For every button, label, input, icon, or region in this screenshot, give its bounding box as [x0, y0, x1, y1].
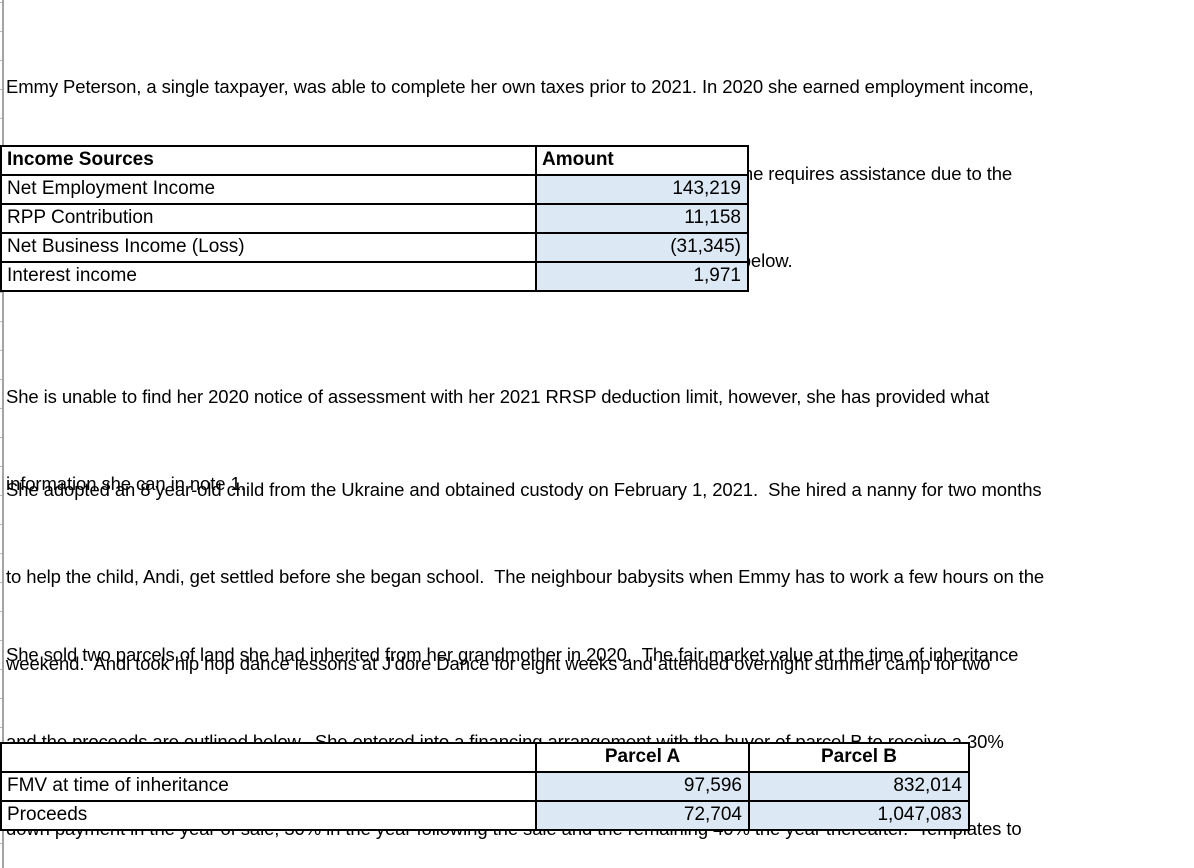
parcel-table-header-b: Parcel B [750, 744, 970, 773]
table-row-label: Net Business Income (Loss) [2, 234, 537, 263]
table-row-amount: 1,971 [537, 263, 749, 292]
text-line: She sold two parcels of land she had inh… [6, 644, 1019, 665]
table-row-parcel-a: 72,704 [537, 802, 750, 831]
table-row-amount: (31,345) [537, 234, 749, 263]
table-row-label: Proceeds [2, 802, 537, 831]
table-row-label: Interest income [2, 263, 537, 292]
income-table-header-amount: Amount [537, 147, 749, 176]
parcels-table: Parcel A Parcel B FMV at time of inherit… [0, 742, 970, 831]
income-sources-table: Income Sources Amount Net Employment Inc… [0, 145, 749, 292]
text-line: information she can in note 1. [6, 473, 246, 494]
column-gridline [2, 0, 4, 868]
table-row-amount: 143,219 [537, 176, 749, 205]
table-row-label: Net Employment Income [2, 176, 537, 205]
text-line: Emmy Peterson, a single taxpayer, was ab… [6, 76, 1034, 97]
table-row-amount: 11,158 [537, 205, 749, 234]
parcel-table-header-blank [2, 744, 537, 773]
parcel-table-header-a: Parcel A [537, 744, 750, 773]
text-line: She is unable to find her 2020 notice of… [6, 386, 990, 407]
table-row-parcel-b: 1,047,083 [750, 802, 970, 831]
table-row-parcel-b: 832,014 [750, 773, 970, 802]
text-line: She adopted an 8 year-old child from the… [6, 479, 1042, 500]
income-table-header-source: Income Sources [2, 147, 537, 176]
table-row-label: FMV at time of inheritance [2, 773, 537, 802]
text-line: weekend. Andi took hip hop dance lessons… [6, 653, 991, 674]
text-line: to help the child, Andi, get settled bef… [6, 566, 1045, 587]
table-row-parcel-a: 97,596 [537, 773, 750, 802]
table-row-label: RPP Contribution [2, 205, 537, 234]
rrsp-paragraph: She is unable to find her 2020 notice of… [6, 324, 1194, 556]
